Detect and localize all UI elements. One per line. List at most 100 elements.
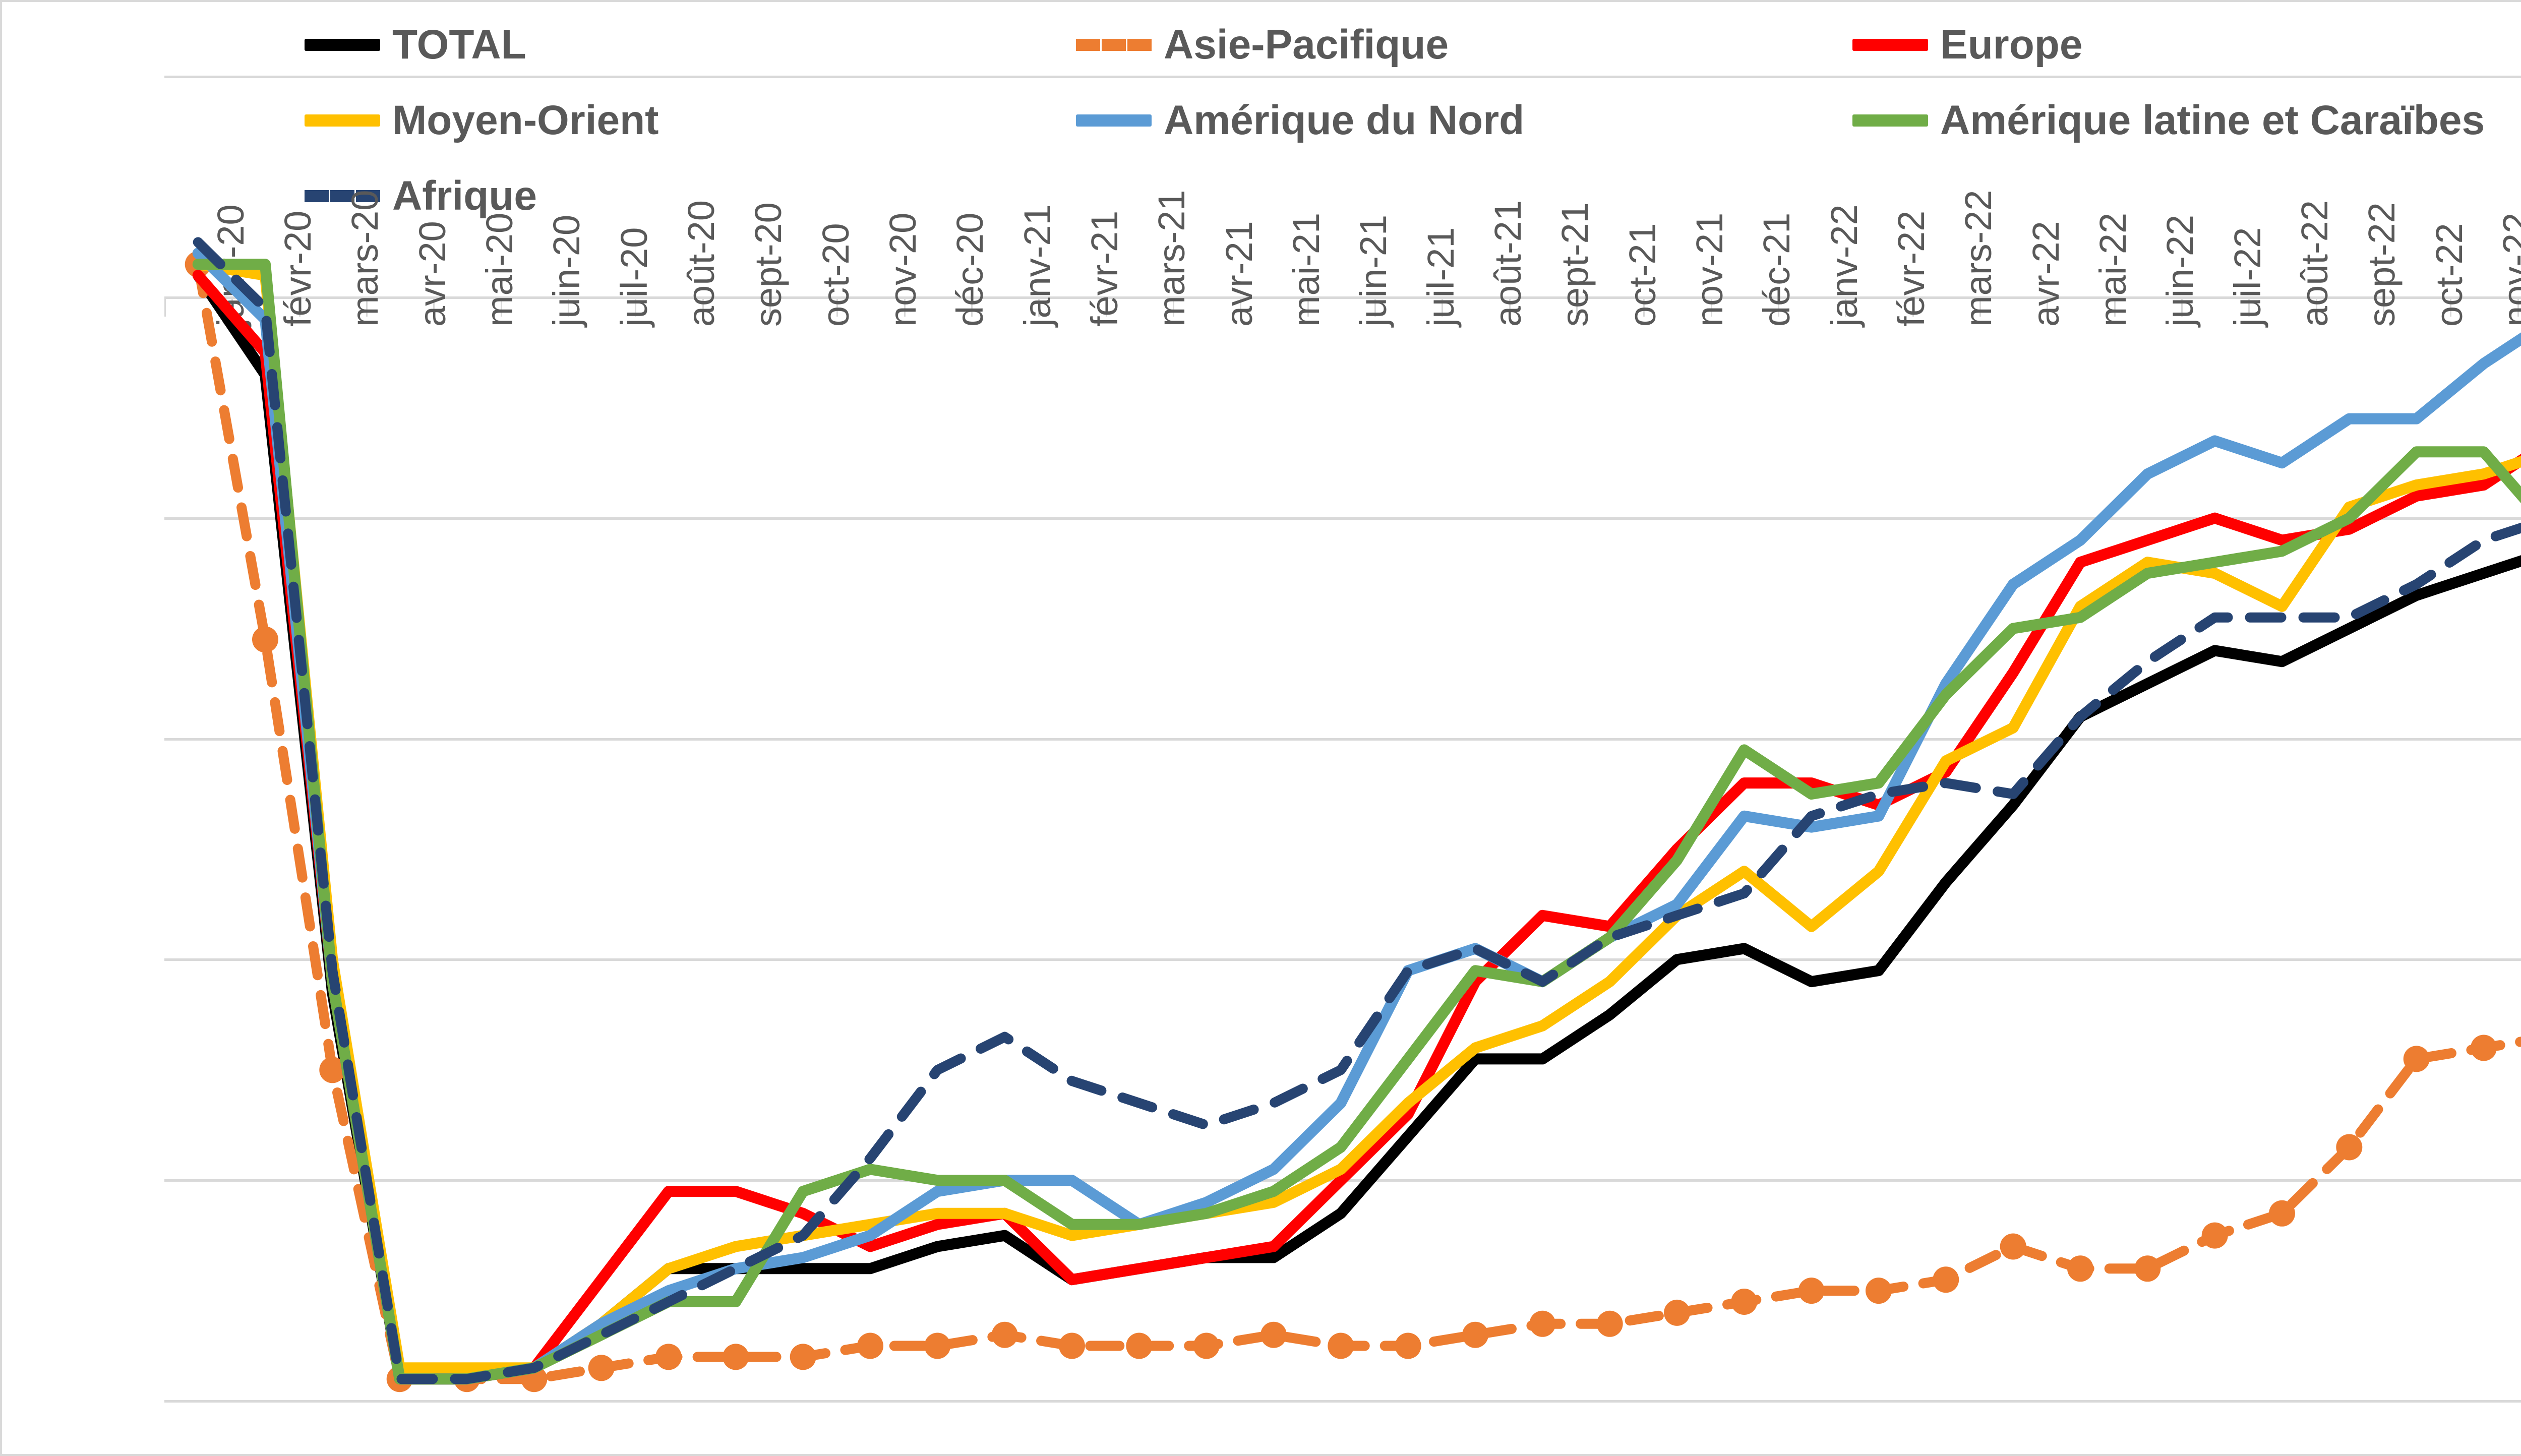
legend-label: Europe <box>1940 22 2083 68</box>
legend-item-total[interactable]: TOTAL <box>305 7 526 83</box>
gridline <box>164 517 2521 520</box>
series-line-moyen-orient <box>192 259 2521 1374</box>
series-marker <box>1328 1332 1354 1359</box>
series-lines <box>185 237 2521 1392</box>
series-marker <box>1933 1266 1959 1293</box>
series-marker <box>1529 1310 1556 1337</box>
legend-label: Moyen-Orient <box>392 97 659 143</box>
series-marker <box>2000 1233 2026 1260</box>
series-marker <box>1596 1310 1623 1337</box>
legend-label: Amérique du Nord <box>1164 97 1525 143</box>
legend-row: Moyen-Orient Amérique du Nord Amérique lat… <box>305 83 2521 158</box>
gridline <box>164 296 2521 299</box>
x-axis-tick <box>2383 297 2384 317</box>
x-axis-tick <box>1576 297 1578 317</box>
series-line-europe <box>192 270 2521 1385</box>
series-marker <box>790 1344 816 1370</box>
x-axis-tick <box>1173 297 1174 317</box>
series-marker <box>1059 1332 1085 1359</box>
gridline <box>164 958 2521 961</box>
gridline <box>164 738 2521 741</box>
x-axis-tick <box>1240 297 1242 317</box>
x-axis-tick <box>1912 297 1914 317</box>
x-axis-tick <box>1710 297 1712 317</box>
x-axis-tick <box>1038 297 1040 317</box>
series-line-afrique <box>193 237 2521 1384</box>
x-axis-tick <box>2181 297 2183 317</box>
series-marker <box>2336 1134 2363 1161</box>
legend-swatch <box>305 114 380 127</box>
x-axis-tick <box>1509 297 1511 317</box>
series-marker <box>2471 1035 2497 1061</box>
series-marker <box>1193 1332 1220 1359</box>
legend-swatch <box>1076 39 1152 51</box>
chart-legend: TOTAL Asie-Pacifique Europe Moyen-Orient Amé… <box>305 7 2521 239</box>
series-line-am-rique-latine-et-cara-bes <box>192 259 2521 1385</box>
x-axis-tick <box>2517 297 2519 317</box>
series-line-am-rique-du-nord <box>192 248 2521 1385</box>
x-axis-tick <box>1307 297 1309 317</box>
legend-label: Afrique <box>392 173 537 219</box>
gridline <box>164 1400 2521 1403</box>
x-axis-tick <box>2450 297 2452 317</box>
legend-item-afrique[interactable]: Afrique <box>305 158 537 234</box>
series-line-total <box>192 270 2521 1385</box>
x-axis-tick <box>366 297 368 317</box>
series-marker <box>2269 1200 2295 1227</box>
x-axis-tick <box>2248 297 2250 317</box>
series-marker <box>1260 1321 1287 1348</box>
series-marker <box>1664 1299 1690 1326</box>
legend-swatch <box>1852 114 1928 127</box>
series-marker <box>1395 1332 1421 1359</box>
x-axis-tick <box>500 297 502 317</box>
legend-label: Asie-Pacifique <box>1164 22 1449 68</box>
x-axis-tick <box>1374 297 1376 317</box>
x-axis-tick <box>2047 297 2049 317</box>
legend-item-am-rique-latine-et-cara-bes[interactable]: Amérique latine et Caraïbes <box>1852 83 2485 158</box>
series-marker <box>991 1321 1018 1348</box>
x-axis-tick <box>164 297 166 317</box>
series-marker <box>252 626 278 653</box>
legend-item-europe[interactable]: Europe <box>1852 7 2082 83</box>
legend-label: TOTAL <box>392 22 526 68</box>
series-marker <box>588 1355 615 1381</box>
x-axis-tick <box>1845 297 1847 317</box>
series-marker <box>2201 1222 2228 1249</box>
series-marker <box>2403 1046 2430 1072</box>
plot-area: 20%0%-20%-40%-60%-80%-100% janv-20févr-2… <box>164 76 2521 1403</box>
series-marker <box>1866 1278 1892 1304</box>
x-axis-tick <box>1442 297 1444 317</box>
series-marker <box>1126 1332 1153 1359</box>
series-marker <box>1462 1321 1488 1348</box>
legend-swatch <box>1852 39 1928 51</box>
series-marker <box>723 1344 749 1370</box>
series-marker <box>1731 1289 1758 1315</box>
legend-label: Amérique latine et Caraïbes <box>1940 97 2485 143</box>
x-axis-tick <box>1778 297 1779 317</box>
x-axis-tick <box>568 297 569 317</box>
x-axis-tick <box>904 297 906 317</box>
legend-row: TOTAL Asie-Pacifique Europe <box>305 7 2521 83</box>
legend-item-asie-pacifique[interactable]: Asie-Pacifique <box>1076 7 1449 83</box>
legend-swatch <box>305 190 380 202</box>
x-axis-tick <box>2315 297 2317 317</box>
x-axis-tick <box>2114 297 2116 317</box>
x-axis-tick <box>702 297 704 317</box>
series-marker <box>1798 1278 1825 1304</box>
series-marker <box>857 1332 883 1359</box>
legend-item-moyen-orient[interactable]: Moyen-Orient <box>305 83 658 158</box>
legend-swatch <box>305 39 380 51</box>
x-axis-tick <box>298 297 301 317</box>
series-marker <box>319 1057 346 1083</box>
x-axis-tick <box>836 297 838 317</box>
x-axis-tick <box>1643 297 1645 317</box>
legend-item-am-rique-du-nord[interactable]: Amérique du Nord <box>1076 83 1524 158</box>
series-marker <box>655 1344 682 1370</box>
legend-row: Afrique <box>305 158 2521 234</box>
x-axis-tick <box>433 297 435 317</box>
x-axis-tick <box>1979 297 1981 317</box>
x-axis-tick <box>769 297 771 317</box>
gridline <box>164 76 2521 78</box>
series-marker <box>2134 1255 2161 1282</box>
